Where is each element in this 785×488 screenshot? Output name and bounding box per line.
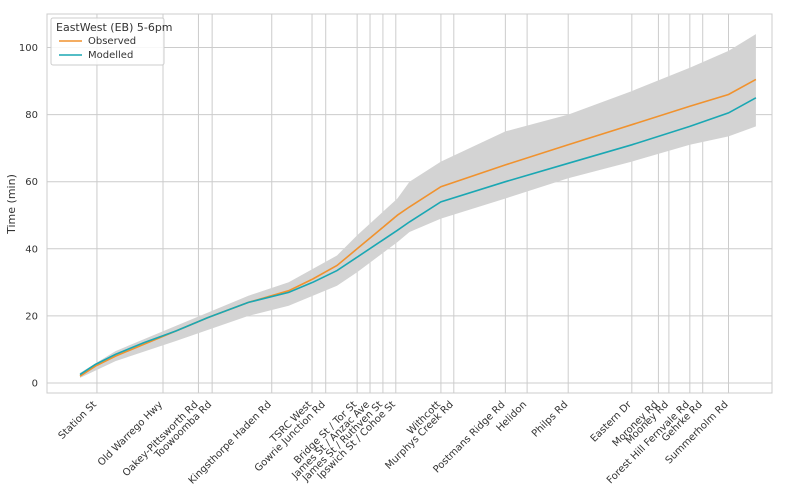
y-tick-label-3: 60 [25,177,38,188]
x-tick-label-0: Station St [57,399,99,441]
legend-label-observed: Observed [88,36,136,47]
y-tick-label-1: 20 [25,311,38,322]
legend: EastWest (EB) 5-6pm Observed Modelled [50,17,173,66]
legend-label-modelled: Modelled [88,50,133,61]
y-axis-label: Time (min) [5,174,18,235]
x-tick-label-15: Philps Rd [530,399,570,439]
y-tick-label-0: 0 [32,378,38,389]
confidence-band [80,34,756,378]
band-area [80,34,756,378]
series-lines [79,78,757,377]
series-line-observed [79,78,757,377]
y-tick-label-5: 100 [19,43,38,54]
y-tick-label-2: 40 [25,244,38,255]
x-tick-label-1: Old Warrego Hwy [96,399,165,468]
legend-box [50,17,165,66]
legend-title: EastWest (EB) 5-6pm [56,21,173,34]
series-line-modelled [79,97,757,376]
y-tick-label-4: 80 [25,110,38,121]
y-axis-ticks: 0 20 40 60 80 100 [19,43,38,389]
